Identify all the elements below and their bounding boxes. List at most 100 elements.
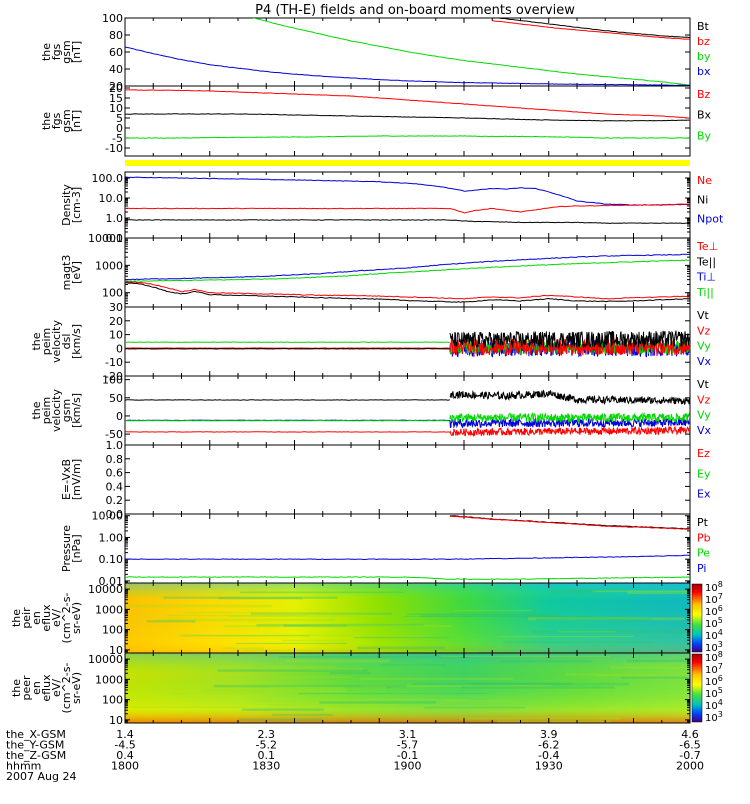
y-tick-label: 0.8 [106, 453, 124, 466]
legend-entry: Ti⊥ [696, 271, 716, 284]
series-group [125, 254, 690, 302]
series-group [125, 90, 690, 138]
legend-entry: bx [697, 65, 711, 78]
legend-entry: Vx [697, 355, 712, 368]
series-group [125, 177, 690, 224]
spectrogram-streak [243, 649, 398, 651]
y-axis-label: E=-VxB[mV/m] [60, 459, 83, 500]
spectrogram-streak [442, 700, 513, 702]
legend-entry: Npot [697, 213, 724, 226]
y-tick-label: 0 [116, 410, 123, 423]
y-axis-label-line: [cm-3] [70, 187, 83, 223]
spectrogram-streak [236, 643, 347, 644]
y-tick-label: -10 [105, 142, 123, 155]
spectrogram-streak [501, 660, 592, 662]
spectrogram-streak [286, 660, 390, 663]
legend-entry: Bz [697, 88, 711, 101]
legend-entry: Ti|| [696, 286, 714, 299]
y-tick-label: 50 [109, 392, 123, 405]
y-tick-label: 10 [109, 714, 123, 727]
legend-entry: Vz [697, 324, 711, 337]
series-group [125, 391, 690, 436]
legend-entry: Vy [697, 409, 711, 422]
y-tick-label: 0.10 [99, 553, 124, 566]
y-tick-label: 10 [109, 329, 123, 342]
panel-5: 3020100-10-20thepeimvelocitydsl[km/s]VtV… [30, 301, 712, 383]
y-axis-label-line: [eV] [70, 261, 83, 284]
spectrogram-streak [460, 717, 620, 719]
legend-entry: Te⊥ [696, 240, 718, 253]
status-bar [125, 160, 690, 166]
spectrogram-streak [170, 693, 272, 694]
y-tick-label: 60 [109, 46, 123, 59]
y-tick-label: 1.00 [99, 531, 124, 544]
spectrogram-streak [626, 660, 687, 663]
colorbar-label: 103 [705, 710, 723, 724]
series-line-1 [125, 177, 690, 205]
y-tick-label: 0.6 [106, 467, 124, 480]
spectrogram-streak [305, 625, 452, 627]
y-tick-label: 10000 [88, 232, 123, 245]
series-line-2 [125, 260, 690, 282]
spectrogram-streak [360, 678, 513, 680]
y-axis-label-line: [nT] [70, 41, 83, 63]
series-group [125, 516, 690, 580]
y-axis-label-line: [km/s] [70, 324, 83, 359]
y-tick-label: 1000 [95, 603, 123, 616]
spectrogram-streak [222, 676, 353, 677]
footer-value: 1800 [111, 760, 139, 773]
series-line-3 [492, 17, 690, 37]
spectrogram-streak [282, 640, 348, 641]
footer-date: 2007 Aug 24 [6, 770, 76, 783]
y-tick-label: 10000 [88, 583, 123, 596]
panel-10: 10810710610510410310000100010010thepeere… [10, 650, 723, 727]
spectrogram-streak [380, 664, 445, 665]
spectrogram-streak [354, 637, 449, 638]
legend-entry: by [697, 50, 711, 63]
series-line-4 [492, 21, 690, 40]
series-line-2 [125, 47, 690, 85]
spectrogram-streak [269, 687, 387, 689]
spectrogram-streak [424, 707, 525, 709]
legend-entry: Ni [697, 193, 708, 206]
footer-value: 1930 [535, 760, 563, 773]
spectrogram-streak [240, 592, 405, 594]
spectrogram-streak [222, 648, 264, 650]
legend-entry: Vt [697, 309, 710, 322]
legend-entry: Ez [697, 447, 710, 460]
spectrogram-streak [269, 666, 335, 667]
y-tick-label: 10.00 [92, 510, 124, 523]
series-line-3 [125, 136, 690, 138]
spectrogram-streak [298, 693, 488, 694]
spectrogram-streak [321, 699, 470, 700]
spectrogram-streak [201, 689, 346, 692]
y-axis-label-line: [mV/m] [70, 459, 83, 500]
spectrogram-streak [129, 706, 245, 707]
spectrogram-streak [127, 605, 272, 608]
y-tick-label: 0 [116, 342, 123, 355]
legend-entry: bz [697, 35, 710, 48]
series-line-1 [450, 516, 690, 529]
y-tick-label: 1.0 [106, 212, 124, 225]
legend-entry: Te|| [696, 255, 716, 268]
y-tick-label: 0.4 [106, 480, 124, 493]
series-line-2 [125, 204, 690, 213]
series-line-3 [125, 555, 690, 559]
spectrogram-streak [330, 672, 372, 674]
y-axis-label-line: [nT] [70, 110, 83, 132]
y-tick-label: 1000 [95, 673, 123, 686]
spectrogram-streak [610, 666, 690, 669]
colorbar [692, 654, 702, 722]
y-tick-label: 20 [109, 315, 123, 328]
y-axis-label: magt3[eV] [60, 255, 83, 291]
footer-value: 1900 [394, 760, 422, 773]
spectrogram-streak [163, 596, 337, 598]
spectrogram-streak [407, 613, 559, 615]
